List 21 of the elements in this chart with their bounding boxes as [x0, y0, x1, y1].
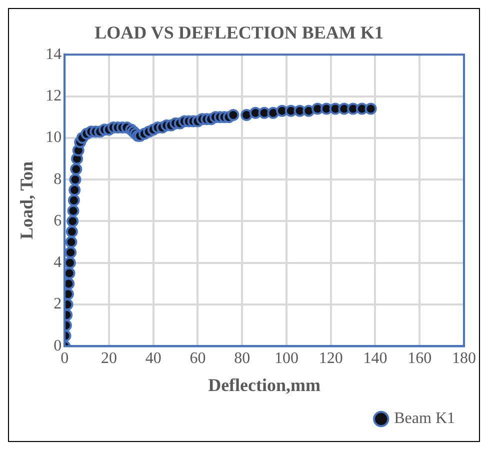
y-axis-title: Load, Ton — [16, 161, 36, 240]
x-tick-label: 80 — [234, 350, 250, 368]
x-tick-label: 120 — [318, 350, 343, 368]
y-tick-label: 14 — [46, 46, 62, 63]
legend-label: Beam K1 — [394, 410, 455, 428]
x-tick-label: 20 — [100, 350, 117, 368]
x-axis-title: Deflection,mm — [208, 374, 321, 395]
chart-title: LOAD VS DEFLECTION BEAM K1 — [94, 22, 384, 42]
y-tick-label: 4 — [54, 254, 62, 272]
x-tick-label: 160 — [408, 350, 432, 368]
y-tick-label: 10 — [46, 129, 62, 146]
y-tick-label: 12 — [46, 87, 62, 104]
x-tick-label: 100 — [274, 350, 298, 368]
y-tick-label: 2 — [54, 296, 62, 313]
x-tick-label: 140 — [363, 350, 388, 368]
x-tick-label: 180 — [452, 350, 476, 368]
y-tick-label: 6 — [54, 212, 62, 230]
y-tick-label: 8 — [54, 170, 62, 188]
x-tick-label: 60 — [190, 350, 206, 368]
x-tick-label: 40 — [145, 350, 162, 368]
y-tick-label: 0 — [54, 337, 62, 354]
